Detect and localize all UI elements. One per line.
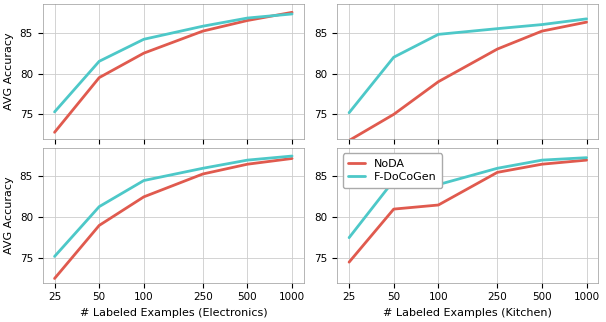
X-axis label: # Labeled Examples (Kitchen): # Labeled Examples (Kitchen) bbox=[384, 308, 552, 318]
X-axis label: # Labeled Examples (Electronics): # Labeled Examples (Electronics) bbox=[79, 308, 267, 318]
Legend: NoDA, F-DoCoGen: NoDA, F-DoCoGen bbox=[343, 153, 442, 188]
Y-axis label: AVG Accuracy: AVG Accuracy bbox=[4, 33, 14, 110]
Y-axis label: AVG Accuracy: AVG Accuracy bbox=[4, 176, 14, 254]
